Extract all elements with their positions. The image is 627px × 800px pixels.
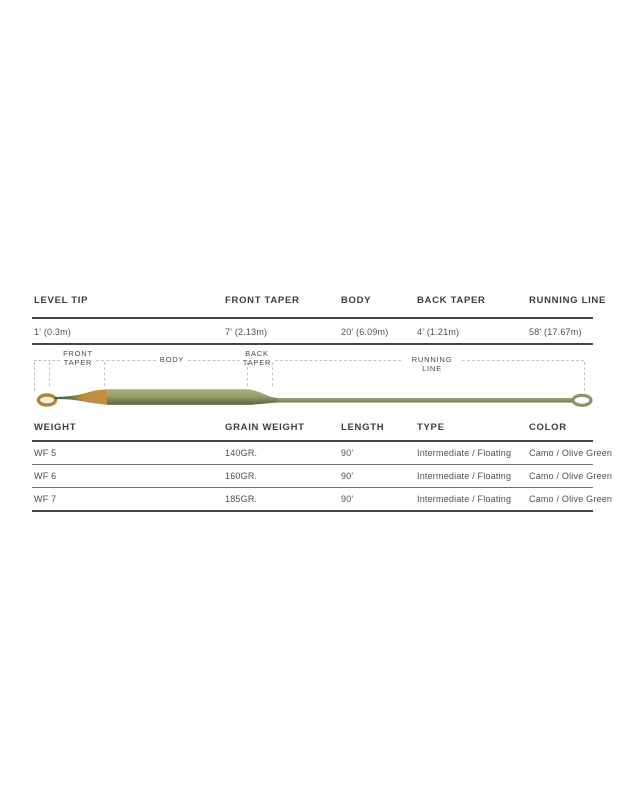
specs-table: WEIGHT GRAIN WEIGHT LENGTH TYPE COLOR WF… [32,417,613,512]
guide-line [188,360,240,361]
boundary-tick-line-start [34,362,35,391]
body-length: 20' (6.09m) [341,327,389,337]
boundary-tick-taper-start [49,362,50,386]
column-header-back-taper: BACK TAPER [417,295,486,306]
dimensions-table: LEVEL TIP FRONT TAPER BODY BACK TAPER RU… [32,295,607,345]
guide-line [96,360,156,361]
type-value: Intermediate / Floating [417,448,512,458]
running-line-length: 58' (17.67m) [529,327,582,337]
color-value: Camo / Olive Green [529,448,613,458]
fly-line-running-line [278,398,574,403]
type-value: Intermediate / Floating [417,494,512,504]
row-divider [32,487,593,488]
column-header-grain-weight: GRAIN WEIGHT [225,422,305,433]
boundary-tick-body-end [247,362,248,386]
boundary-tick-body-start [104,362,105,386]
level-tip-length: 1' (0.3m) [34,327,72,337]
column-header-length: LENGTH [341,422,385,433]
specs-header-row: WEIGHT GRAIN WEIGHT LENGTH TYPE COLOR [32,417,593,440]
column-header-front-taper: FRONT TAPER [225,295,300,306]
divider [32,510,593,512]
front-taper-length: 7' (2.13m) [225,327,268,337]
type-value: Intermediate / Floating [417,471,512,481]
divider [32,317,593,319]
weight-value: WF 7 [34,494,57,504]
length-value: 90' [341,448,354,458]
fly-line-tip-and-front-taper [55,389,107,405]
column-header-color: COLOR [529,422,567,433]
back-taper-label: BACK TAPER [242,349,272,367]
boundary-tick-line-end [584,362,585,391]
grain-weight-value: 185GR. [225,494,258,504]
table-row-wf7: WF 7 185GR. 90' Intermediate / Floating … [32,488,613,510]
grain-weight-value: 140GR. [225,448,258,458]
weight-value: WF 6 [34,471,57,481]
row-divider [32,464,593,465]
fly-line-illustration [36,389,593,407]
column-header-weight: WEIGHT [34,422,77,433]
body-label: BODY [159,355,185,364]
divider [32,343,593,345]
table-row-wf5: WF 5 140GR. 90' Intermediate / Floating … [32,442,613,464]
guide-line [275,360,401,361]
fly-line-back-taper [247,389,278,405]
color-value: Camo / Olive Green [529,471,613,481]
table-row-wf6: WF 6 160GR. 90' Intermediate / Floating … [32,465,613,487]
column-header-running-line: RUNNING LINE [529,295,607,306]
weight-value: WF 5 [34,448,57,458]
column-header-level-tip: LEVEL TIP [34,295,89,306]
length-value: 90' [341,471,354,481]
divider [32,440,593,442]
column-header-type: TYPE [417,422,445,433]
fly-line-body [107,389,247,405]
grain-weight-value: 160GR. [225,471,258,481]
running-line-label: RUNNING LINE [411,355,453,373]
dimensions-value-row: 1' (0.3m) 7' (2.13m) 20' (6.09m) 4' (1.2… [32,319,593,343]
welded-loop-left-inner [42,397,52,403]
boundary-tick-running-start [272,362,273,386]
column-header-body: BODY [341,295,372,306]
dimensions-header-row: LEVEL TIP FRONT TAPER BODY BACK TAPER RU… [32,295,607,317]
length-value: 90' [341,494,354,504]
guide-line [34,360,60,361]
welded-loop-left [36,393,58,407]
color-value: Camo / Olive Green [529,494,613,504]
front-taper-label: FRONT TAPER [63,349,93,367]
taper-diagram: FRONT TAPER BODY BACK TAPER RUNNING LINE [0,345,627,413]
guide-line [462,360,584,361]
welded-loop-right [571,393,593,407]
back-taper-length: 4' (1.21m) [417,327,460,337]
